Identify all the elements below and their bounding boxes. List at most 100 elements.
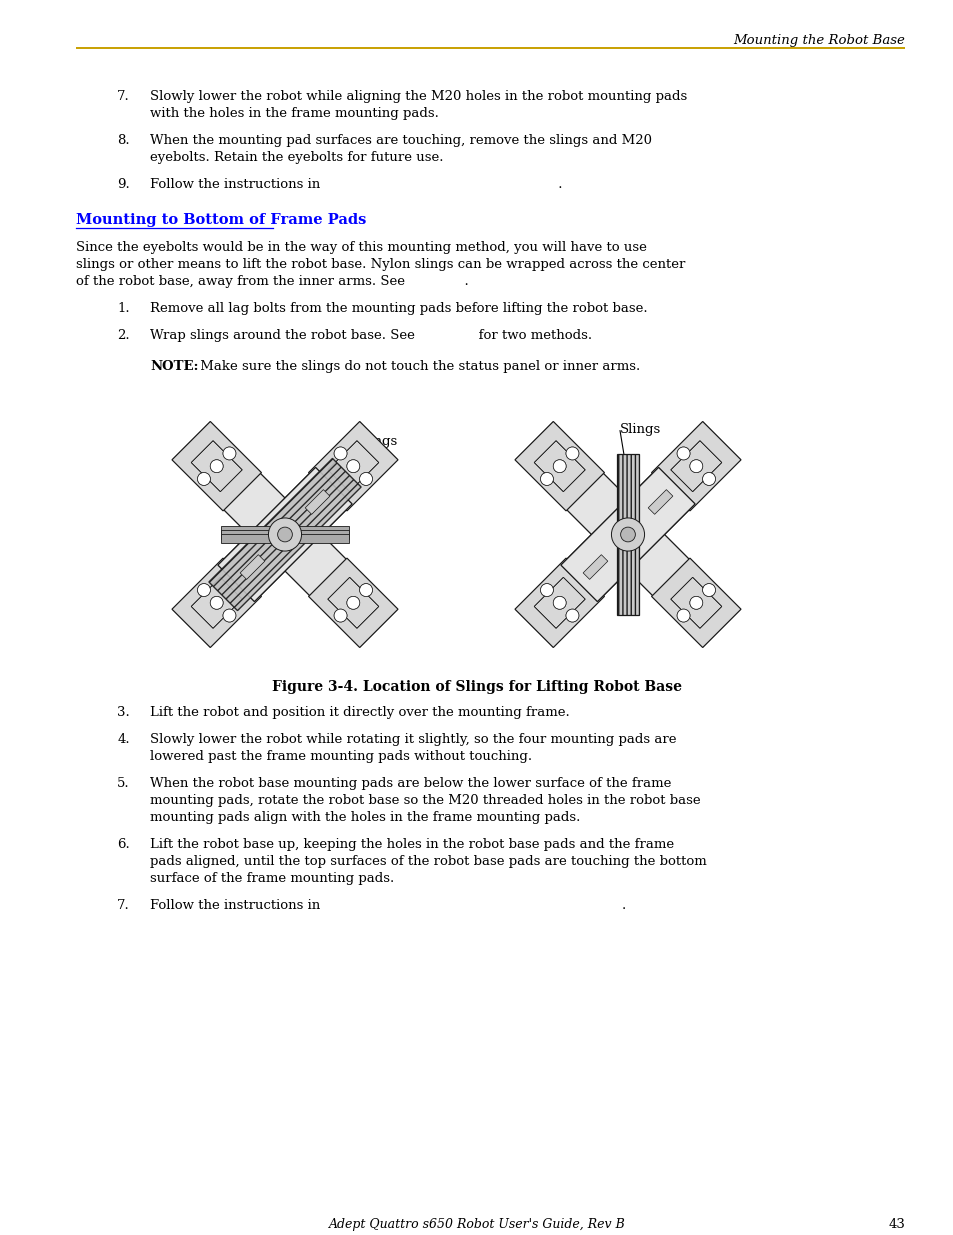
Circle shape [689,459,702,473]
Text: Adept Quattro s650 Robot User's Guide, Rev B: Adept Quattro s650 Robot User's Guide, R… [328,1218,625,1231]
Circle shape [210,459,223,473]
Text: Slings: Slings [356,435,397,447]
Text: Follow the instructions in                                                      : Follow the instructions in [150,178,562,191]
Text: Figure 3-4. Location of Slings for Lifting Robot Base: Figure 3-4. Location of Slings for Lifti… [272,680,681,694]
Circle shape [553,597,565,609]
Circle shape [359,584,372,597]
Text: mounting pads align with the holes in the frame mounting pads.: mounting pads align with the holes in th… [150,811,579,824]
Polygon shape [309,421,397,511]
Circle shape [334,609,347,622]
Circle shape [347,597,359,609]
Circle shape [347,597,359,609]
Circle shape [210,459,223,473]
Circle shape [359,584,372,597]
Circle shape [689,597,702,609]
Circle shape [565,447,578,459]
Polygon shape [560,468,695,601]
Polygon shape [651,558,740,647]
Circle shape [197,584,211,597]
Polygon shape [515,558,603,647]
Ellipse shape [533,440,585,493]
Polygon shape [172,558,261,647]
Text: Mounting the Robot Base: Mounting the Robot Base [732,35,904,47]
Ellipse shape [533,440,585,493]
Polygon shape [220,526,349,535]
Polygon shape [172,558,261,647]
Polygon shape [515,421,603,511]
Circle shape [347,459,359,473]
Polygon shape [195,445,375,624]
Text: 1.: 1. [117,303,130,315]
Polygon shape [195,445,375,624]
Text: When the mounting pad surfaces are touching, remove the slings and M20: When the mounting pad surfaces are touch… [150,135,651,147]
Polygon shape [240,555,265,579]
Circle shape [565,609,578,622]
Text: Follow the instructions in                                                      : Follow the instructions in [150,899,625,911]
Text: 43: 43 [887,1218,904,1231]
Polygon shape [582,555,607,579]
Text: lowered past the frame mounting pads without touching.: lowered past the frame mounting pads wit… [150,750,532,763]
Polygon shape [309,558,397,647]
Ellipse shape [190,440,243,493]
Text: with the holes in the frame mounting pads.: with the holes in the frame mounting pad… [150,107,438,120]
Circle shape [689,597,702,609]
Polygon shape [172,421,261,511]
Circle shape [620,527,635,542]
Circle shape [197,473,211,485]
Polygon shape [617,453,639,615]
Polygon shape [209,458,361,610]
Text: Wrap slings around the robot base. See               for two methods.: Wrap slings around the robot base. See f… [150,329,592,342]
Circle shape [611,517,644,551]
Text: Lift the robot and position it directly over the mounting frame.: Lift the robot and position it directly … [150,706,569,719]
Text: 7.: 7. [117,899,130,911]
Polygon shape [537,445,717,624]
Ellipse shape [533,577,585,630]
Circle shape [565,447,578,459]
Circle shape [701,473,715,485]
Ellipse shape [190,440,243,493]
Circle shape [701,473,715,485]
Circle shape [334,447,347,459]
Text: Slowly lower the robot while aligning the M20 holes in the robot mounting pads: Slowly lower the robot while aligning th… [150,90,686,103]
Circle shape [553,597,565,609]
Text: Slowly lower the robot while rotating it slightly, so the four mounting pads are: Slowly lower the robot while rotating it… [150,734,676,746]
Ellipse shape [669,577,722,630]
Circle shape [701,584,715,597]
Polygon shape [515,421,603,511]
Polygon shape [651,421,740,511]
Polygon shape [651,421,740,511]
Circle shape [553,459,565,473]
Text: eyebolts. Retain the eyebolts for future use.: eyebolts. Retain the eyebolts for future… [150,151,443,164]
Circle shape [268,517,301,551]
Circle shape [359,473,372,485]
Polygon shape [515,558,603,647]
Ellipse shape [669,440,722,493]
Ellipse shape [533,577,585,630]
Circle shape [553,459,565,473]
Circle shape [277,527,292,542]
Text: pads aligned, until the top surfaces of the robot base pads are touching the bot: pads aligned, until the top surfaces of … [150,855,706,868]
Text: 6.: 6. [117,839,130,851]
Circle shape [540,584,553,597]
Polygon shape [218,468,352,601]
Polygon shape [537,445,717,624]
Circle shape [701,584,715,597]
Polygon shape [309,421,397,511]
Polygon shape [647,489,672,514]
Text: Remove all lag bolts from the mounting pads before lifting the robot base.: Remove all lag bolts from the mounting p… [150,303,647,315]
Polygon shape [537,445,717,624]
Ellipse shape [669,577,722,630]
Text: Mounting to Bottom of Frame Pads: Mounting to Bottom of Frame Pads [76,212,366,227]
Text: 3.: 3. [117,706,130,719]
Circle shape [540,584,553,597]
Polygon shape [220,530,349,538]
Text: 2.: 2. [117,329,130,342]
Circle shape [210,597,223,609]
Polygon shape [651,558,740,647]
Polygon shape [220,534,349,542]
Circle shape [677,609,689,622]
Text: 7.: 7. [117,90,130,103]
Text: mounting pads, rotate the robot base so the M20 threaded holes in the robot base: mounting pads, rotate the robot base so … [150,794,700,806]
Text: 5.: 5. [117,777,130,790]
Circle shape [197,584,211,597]
